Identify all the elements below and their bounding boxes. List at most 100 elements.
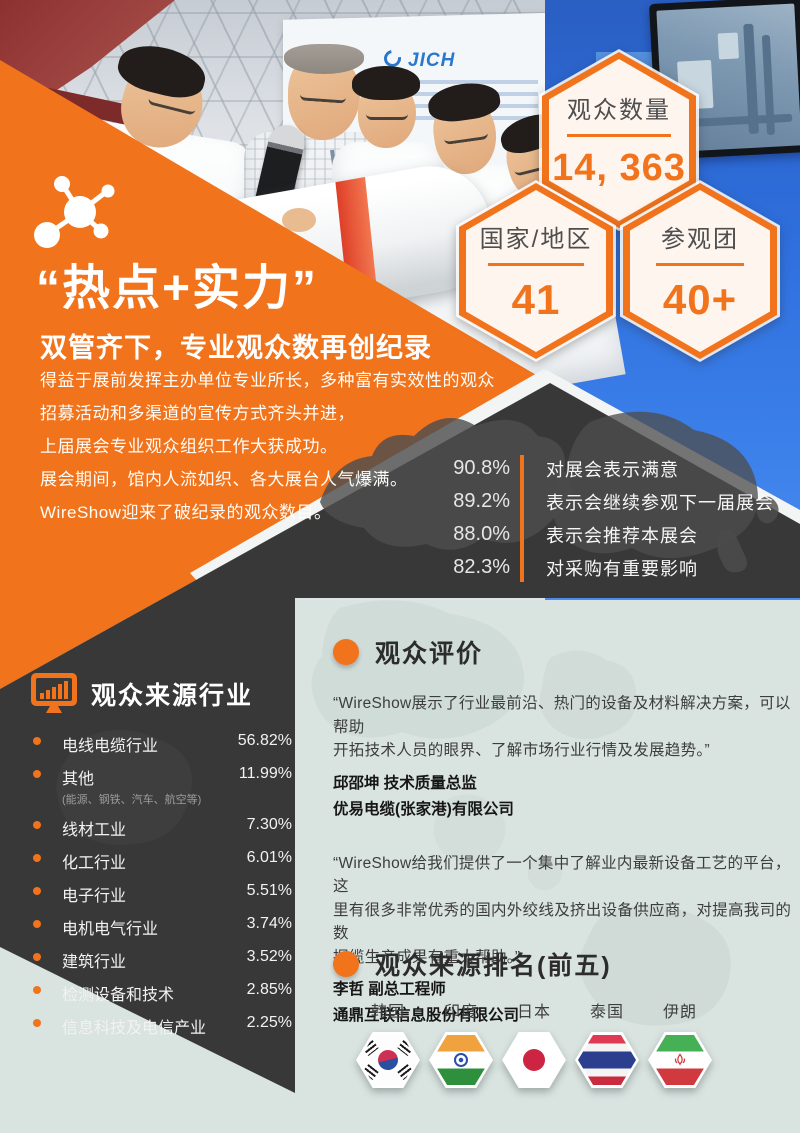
world-map-silhouette-dark (320, 411, 779, 573)
country-india: 印度 (429, 998, 493, 1088)
flag-india-icon (429, 1032, 493, 1088)
industry-row: 电子行业 5.51% (30, 882, 292, 906)
world-map-watermark-light (311, 600, 731, 1026)
industry-row: 信息科技及电信产业 2.25% (30, 1014, 292, 1038)
booth-logo-text: JICH (408, 50, 456, 71)
country-thailand: 泰国 (575, 998, 639, 1088)
stat-label: 对采购有重要影响 (546, 558, 698, 579)
bullet-icon (33, 770, 41, 778)
reviews-heading: 观众评价 (375, 640, 484, 668)
intro-line: 得益于展前发挥主办单位专业所长，多种富有实效性的观众 (40, 371, 495, 390)
quote-person: 李哲 副总工程师 (333, 981, 446, 998)
review-quote-2: “WireShow给我们提供了一个集中了解业内最新设备工艺的平台，这 里有很多非… (333, 852, 795, 1029)
industry-value: 3.52% (246, 948, 292, 965)
bullet-icon (33, 737, 41, 745)
stat-percent: 89.2% (453, 490, 510, 512)
industry-list: 电线电缆行业 56.82% 其他 (能源、钢铁、汽车、航空等) 11.99% 线… (30, 732, 292, 1038)
molecule-icon (34, 176, 115, 248)
intro-title: “热点+实力” (36, 262, 319, 315)
intro-line: 展会期间，馆内人流如织、各大展台人气爆满。 (40, 470, 408, 489)
intro-line: 招募活动和多渠道的宣传方式齐头并进， (40, 404, 355, 423)
industry-row: 其他 (能源、钢铁、汽车、航空等) 11.99% (30, 765, 292, 807)
hex-stat-value: 14, 363 (552, 147, 686, 189)
bullet-icon (33, 821, 41, 829)
bullet-icon (33, 1019, 41, 1027)
ranking-header: 观众来源排名(前五) (333, 946, 795, 982)
hex-divider (656, 262, 744, 266)
quote-line: 据缆生产成果有重大帮助。” (333, 948, 521, 966)
industry-row: 化工行业 6.01% (30, 849, 292, 873)
flag-japan-icon (502, 1032, 566, 1088)
orange-dot-icon (333, 951, 359, 977)
world-map-silhouette-dark-2 (56, 730, 193, 845)
industry-label: 建筑行业 (62, 954, 127, 971)
stat-label: 表示会推荐本展会 (546, 525, 698, 546)
stat-percent: 90.8% (453, 457, 510, 479)
hex-stat-label: 参观团 (661, 225, 739, 253)
hex-stat-label: 观众数量 (567, 97, 671, 124)
hex-stat-value: 40+ (662, 275, 738, 323)
country-name: 印度 (443, 1004, 478, 1021)
industry-label: 线材工业 (62, 822, 127, 839)
hex-divider (567, 134, 671, 137)
industry-row: 检测设备和技术 2.85% (30, 981, 292, 1005)
industry-value: 2.25% (246, 1014, 292, 1031)
orange-dot-icon (333, 639, 359, 665)
bullet-icon (33, 887, 41, 895)
flag-iran-icon (648, 1032, 712, 1088)
hex-stat-groups: 参观团 40+ (620, 180, 780, 362)
industry-label: 电子行业 (62, 888, 127, 905)
industry-row: 电线电缆行业 56.82% (30, 732, 292, 756)
country-name: 泰国 (589, 1004, 624, 1021)
satisfaction-stats: 90.8% 对展会表示满意 89.2% 表示会继续参观下一届展会 88.0% 表… (448, 452, 788, 584)
country-name: 韩国 (370, 1004, 405, 1021)
flag-south-korea-icon (356, 1032, 420, 1088)
industry-value: 2.85% (246, 981, 292, 998)
quote-company: 优易电缆(张家港)有限公司 (333, 800, 514, 818)
hex-divider (488, 262, 584, 266)
stat-label: 表示会继续参观下一届展会 (546, 492, 774, 513)
country-name: 伊朗 (662, 1004, 697, 1021)
industry-value: 3.74% (246, 915, 292, 932)
industry-row: 电机电气行业 3.74% (30, 915, 292, 939)
stats-divider-line (520, 455, 524, 582)
industry-label: 化工行业 (62, 855, 127, 872)
stat-percent: 82.3% (453, 556, 510, 578)
industry-label: 检测设备和技术 (62, 987, 175, 1004)
industry-label: 电机电气行业 (62, 921, 159, 938)
flag-thailand-icon (575, 1032, 639, 1088)
hex-stat-label: 国家/地区 (479, 225, 593, 253)
reviews-section: 观众评价 “WireShow展示了行业最前沿、热门的设备及材料解决方案，可以帮助… (333, 634, 795, 1028)
industry-value: 56.82% (237, 732, 292, 749)
reviews-header: 观众评价 (333, 634, 795, 670)
quote-line: “WireShow展示了行业最前沿、热门的设备及材料解决方案，可以帮助 (333, 695, 791, 736)
industry-value: 5.51% (246, 882, 292, 899)
intro-line: WireShow迎来了破纪录的观众数目。 (40, 503, 332, 522)
ranking-heading: 观众来源排名(前五) (375, 952, 612, 980)
industry-header: 观众来源行业 (30, 672, 292, 716)
stat-row: 88.0% 表示会推荐本展会 (448, 518, 788, 551)
stat-label: 对展会表示满意 (546, 459, 679, 480)
quote-company: 通鼎互联信息股份有限公司 (333, 1007, 520, 1024)
industry-note: (能源、钢铁、汽车、航空等) (62, 794, 202, 806)
intro-paragraph: 得益于展前发挥主办单位专业所长，多种富有实效性的观众 招募活动和多渠道的宣传方式… (40, 366, 495, 531)
quote-line: 里有很多非常优秀的国内外绞线及挤出设备供应商，对提高我司的数 (333, 901, 792, 943)
review-quote-1: “WireShow展示了行业最前沿、热门的设备及材料解决方案，可以帮助 开拓技术… (333, 692, 795, 822)
country-flags-row: 韩国 印度 (333, 998, 795, 1088)
country-south-korea: 韩国 (356, 998, 420, 1088)
monitor-chart-icon (31, 673, 77, 713)
industry-section: 观众来源行业 电线电缆行业 56.82% 其他 (能源、钢铁、汽车、航空等) 1… (30, 672, 292, 1047)
bullet-icon (33, 854, 41, 862)
stat-row: 82.3% 对采购有重要影响 (448, 551, 788, 584)
hex-stat-countries: 国家/地区 41 (456, 180, 616, 362)
bullet-icon (33, 986, 41, 994)
country-japan: 日本 (502, 998, 566, 1088)
intro-subtitle: 双管齐下，专业观众数再创纪录 (40, 333, 432, 363)
industry-label: 其他 (62, 771, 95, 788)
industry-heading: 观众来源行业 (91, 682, 254, 710)
industry-value: 6.01% (246, 849, 292, 866)
intro-line: 上届展会专业观众组织工作大获成功。 (40, 437, 338, 456)
industry-value: 11.99% (238, 765, 292, 782)
quote-person: 邱邵坤 技术质量总监 (333, 774, 477, 792)
